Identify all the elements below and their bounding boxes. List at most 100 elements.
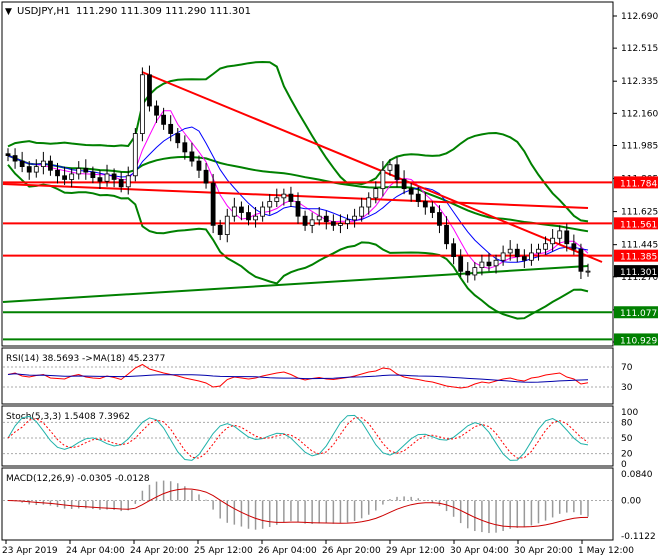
price-tick-label: 111.985 — [621, 141, 658, 151]
level-price-label: 111.077 — [620, 309, 657, 319]
candle-body — [224, 215, 230, 235]
candle-body — [288, 193, 294, 202]
candle-body — [309, 219, 315, 226]
candlesticks — [5, 65, 591, 283]
support-trendline — [2, 265, 589, 303]
candle-body — [239, 206, 244, 213]
stoch-tick-label: 100 — [621, 408, 638, 418]
stoch-tick-label: 80 — [621, 418, 633, 428]
candle-body — [444, 224, 449, 245]
candle-body — [493, 259, 499, 267]
level-price-box — [614, 249, 658, 262]
candle-body — [83, 168, 89, 173]
candle-body — [125, 175, 131, 188]
candle-body — [161, 114, 167, 125]
candle-body — [189, 151, 195, 162]
candle-body — [465, 270, 471, 276]
level-price-label: 111.561 — [620, 220, 657, 230]
candle-body — [451, 243, 457, 257]
time-tick-label: 30 Apr 04:00 — [450, 546, 509, 556]
time-tick-label: 29 Apr 12:00 — [386, 546, 445, 556]
price-tick-label: 112.515 — [621, 44, 658, 54]
candle-body — [564, 230, 570, 245]
price-tick-label: 111.270 — [621, 273, 658, 283]
level-price-box — [614, 176, 658, 189]
level-price-label: 111.385 — [620, 253, 657, 263]
stoch-tick-label: 50 — [621, 434, 633, 444]
candle-body — [132, 133, 138, 177]
candle-body — [415, 193, 421, 202]
candle-body — [536, 248, 541, 254]
price-tick-label: 112.690 — [621, 12, 658, 22]
candle-body — [514, 248, 520, 257]
candle-body — [529, 252, 534, 261]
stoch-frame — [1, 405, 614, 467]
candle-body — [366, 197, 372, 208]
candle-body — [486, 261, 492, 267]
time-tick-label: 26 Apr 04:00 — [258, 546, 317, 556]
macd-tick-label: -0.1122 — [621, 532, 656, 542]
candle-body — [33, 166, 39, 173]
candle-body — [147, 74, 152, 107]
price-tick-label: 112.335 — [621, 77, 658, 87]
candle-body — [175, 133, 181, 144]
time-tick-label: 24 Apr 04:00 — [66, 546, 125, 556]
rsi-label: RSI(14) 38.5693 ->MA(18) 45.2377 — [6, 354, 165, 364]
resistance-trendline — [141, 71, 603, 263]
time-axis: 23 Apr 2019 24 Apr 04:00 24 Apr 20:00 25 Ap… — [2, 540, 634, 556]
candle-body — [97, 177, 103, 182]
candle-body — [253, 215, 258, 221]
level-price-box — [614, 217, 658, 230]
candle-body — [111, 173, 117, 180]
bollinger-lower-band — [7, 164, 589, 320]
candle-body — [231, 206, 237, 217]
candle-body — [330, 221, 336, 226]
candle-body — [387, 164, 393, 171]
candle-body — [274, 197, 280, 202]
stoch-label: Stoch(5,3,3) 1.5408 7.3962 — [6, 412, 130, 422]
candle-body — [62, 175, 67, 180]
trendlines[interactable] — [2, 71, 603, 303]
candle-body — [394, 164, 400, 180]
macd-tick-label: 0.00 — [621, 497, 641, 507]
candle-body — [585, 270, 591, 273]
candle-body — [40, 160, 46, 168]
candle-body — [578, 248, 584, 272]
level-price-box — [614, 333, 658, 346]
candle-body — [429, 206, 435, 213]
level-price-box — [614, 306, 658, 319]
candle-body — [26, 166, 32, 173]
candle-body — [19, 160, 25, 168]
rsi-tick-label: 30 — [621, 383, 633, 393]
candle-body — [571, 243, 577, 250]
candle-body — [380, 169, 386, 190]
candle-body — [210, 182, 216, 226]
price-tick-label: 112.160 — [621, 109, 658, 119]
candle-body — [104, 173, 110, 182]
candle-body — [139, 74, 145, 134]
candle-body — [48, 160, 53, 171]
candle-body — [5, 153, 11, 156]
macd-frame — [1, 467, 614, 541]
time-tick-label: 23 Apr 2019 — [2, 546, 58, 556]
candle-body — [90, 171, 96, 179]
level-price-label: 110.929 — [620, 336, 657, 346]
bollinger-upper-band — [7, 60, 589, 223]
candle-body — [557, 230, 563, 239]
price-tick-label: 111.445 — [621, 241, 658, 251]
candle-body — [316, 215, 322, 221]
candle-body — [408, 188, 414, 195]
horizontal-trendline — [2, 183, 589, 209]
candle-body — [182, 142, 188, 153]
candle-body — [76, 168, 82, 175]
candle-body — [437, 212, 442, 226]
rsi-indicator: 70 30 — [3, 363, 633, 393]
candle-body — [359, 206, 365, 217]
macd-indicator: 0.0840 0.00 -0.1122 — [3, 470, 656, 542]
candle-body — [458, 256, 464, 272]
candle-body — [507, 248, 513, 254]
symbol-dropdown-icon[interactable]: ▼ — [5, 7, 12, 17]
stoch-signal-line — [7, 417, 589, 459]
